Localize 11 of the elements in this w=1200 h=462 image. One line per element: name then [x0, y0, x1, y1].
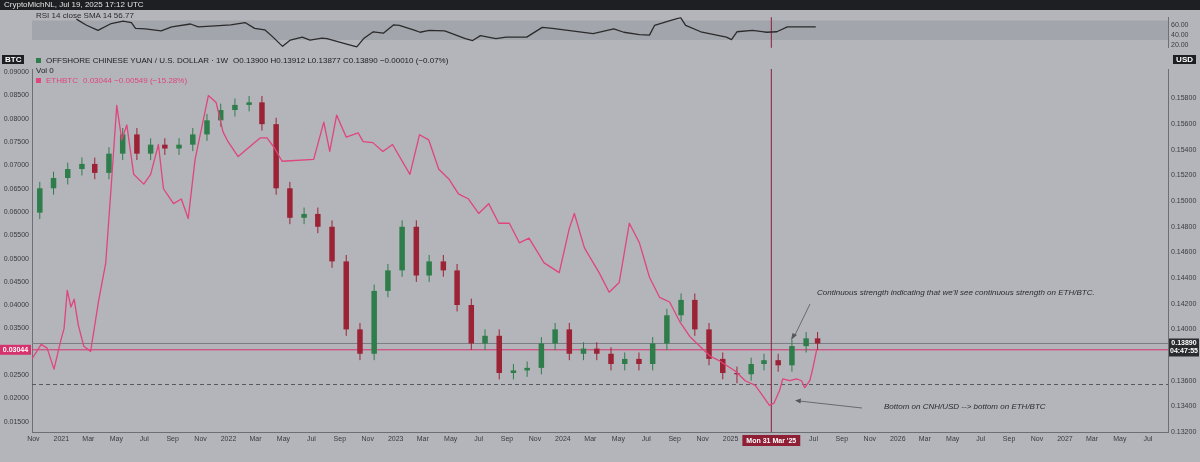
annotation: 0.03044 −0.00549 (−15.28%): [83, 76, 188, 85]
text: O0.13900 H0.13912 L0.13877 C0.13890 −0.00010 (−0.07%): [233, 56, 449, 65]
annotation: Continuous strength indicating that we'll see continuous strength on ETH/BTC.: [817, 288, 1095, 297]
y2-axis-title: USD: [1173, 55, 1196, 64]
chart-title: RSI 14 close SMA 14 56.77: [36, 11, 134, 20]
annotation: Bottom on CNH/USD --> bottom on ETH/BTC: [884, 402, 1046, 411]
legend-label: ETHBTC: [46, 76, 78, 85]
annotation: Vol 0: [36, 66, 54, 75]
legend-label: OFFSHORE CHINESE YUAN / U.S. DOLLAR · 1W: [46, 56, 229, 65]
y-axis-title: BTC: [2, 55, 25, 64]
chart-subtitle: CryptoMichNL, Jul 19, 2025 17:12 UTC: [4, 0, 144, 9]
